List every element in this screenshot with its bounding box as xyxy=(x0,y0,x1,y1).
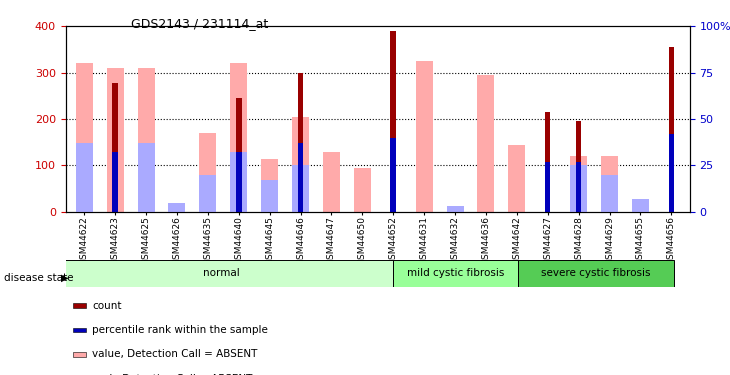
Bar xyxy=(447,206,464,212)
Bar xyxy=(545,162,550,212)
Bar xyxy=(508,145,526,212)
Bar xyxy=(415,61,433,212)
Text: severe cystic fibrosis: severe cystic fibrosis xyxy=(542,268,651,278)
Bar xyxy=(199,133,216,212)
Bar xyxy=(236,98,242,212)
Bar xyxy=(137,68,155,212)
Bar xyxy=(292,117,309,212)
Bar xyxy=(391,31,396,212)
Bar xyxy=(107,68,123,212)
Text: percentile rank within the sample: percentile rank within the sample xyxy=(92,325,268,335)
Bar xyxy=(261,180,278,212)
Bar xyxy=(323,152,340,212)
Bar xyxy=(545,112,550,212)
Bar xyxy=(76,63,93,212)
Bar xyxy=(112,153,118,212)
Text: GDS2143 / 231114_at: GDS2143 / 231114_at xyxy=(131,17,269,30)
Bar xyxy=(669,47,674,212)
Bar xyxy=(669,134,674,212)
Bar xyxy=(354,168,371,212)
Bar xyxy=(137,143,155,212)
Bar xyxy=(447,207,464,212)
Bar xyxy=(393,260,518,287)
Bar xyxy=(169,208,185,212)
Bar xyxy=(601,175,618,212)
Bar xyxy=(477,75,494,212)
Bar xyxy=(570,165,587,212)
Bar xyxy=(199,175,216,212)
Bar xyxy=(50,260,393,287)
Bar xyxy=(632,199,649,212)
Bar xyxy=(601,156,618,212)
Bar xyxy=(292,165,309,212)
Text: ▶: ▶ xyxy=(61,273,68,283)
Bar xyxy=(518,260,675,287)
Text: count: count xyxy=(92,301,121,310)
Bar xyxy=(76,143,93,212)
Bar xyxy=(112,83,118,212)
Text: rank, Detection Call = ABSENT: rank, Detection Call = ABSENT xyxy=(92,374,253,375)
Bar xyxy=(169,202,185,212)
Bar xyxy=(570,156,587,212)
Text: normal: normal xyxy=(204,268,240,278)
Text: disease state: disease state xyxy=(4,273,73,283)
Bar xyxy=(576,162,581,212)
Bar xyxy=(576,122,581,212)
Bar xyxy=(230,153,247,212)
Bar xyxy=(298,73,303,212)
Bar xyxy=(298,143,303,212)
Text: value, Detection Call = ABSENT: value, Detection Call = ABSENT xyxy=(92,350,258,359)
Bar xyxy=(230,63,247,212)
Text: mild cystic fibrosis: mild cystic fibrosis xyxy=(407,268,504,278)
Bar xyxy=(261,159,278,212)
Bar xyxy=(391,138,396,212)
Bar xyxy=(236,153,242,212)
